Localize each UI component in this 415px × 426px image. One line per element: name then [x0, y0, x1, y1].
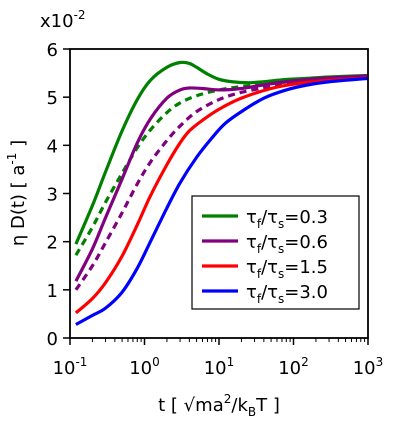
y-tick-label: 5 [47, 88, 58, 109]
series-line-r06 [74, 74, 369, 282]
x-tick-label: 10-1 [53, 355, 88, 379]
y-multiplier-label: x10-2 [40, 8, 86, 32]
legend-label-r03: τf/τs=0.3 [246, 207, 328, 231]
legend-label-r30: τf/τs=3.0 [246, 282, 328, 306]
x-tick-label: 102 [278, 355, 309, 379]
plot-frame [69, 48, 369, 339]
y-tick-label: 4 [47, 136, 58, 157]
y-tick-label: 3 [47, 185, 58, 206]
legend-label-r15: τf/τs=1.5 [246, 257, 328, 281]
legend-label-r06: τf/τs=0.6 [246, 232, 328, 256]
y-tick-label: 0 [47, 329, 58, 350]
legend: τf/τs=0.3τf/τs=0.6τf/τs=1.5τf/τs=3.0 [191, 195, 360, 310]
y-tick-label: 2 [47, 233, 58, 254]
series-line-r06d [74, 75, 369, 291]
series-line-r03 [74, 60, 369, 245]
x-tick-label: 103 [353, 355, 384, 379]
series-line-r15 [74, 76, 369, 315]
series-line-r30 [75, 76, 369, 326]
ticks-layer: 0 1 2 3 4 5 6 10-1 100 101 102 103 [47, 40, 384, 379]
y-tick-label: 1 [47, 281, 58, 302]
x-tick-label: 101 [204, 355, 235, 379]
series-line-r03d [74, 74, 369, 256]
x-axis-label: t [ √ma2/kBT ] [158, 392, 280, 419]
series-layer [74, 60, 369, 326]
x-tick-label: 100 [129, 355, 160, 379]
y-tick-label: 6 [47, 40, 58, 61]
y-axis-label: η D(t) [ a-1 ] [5, 140, 29, 246]
